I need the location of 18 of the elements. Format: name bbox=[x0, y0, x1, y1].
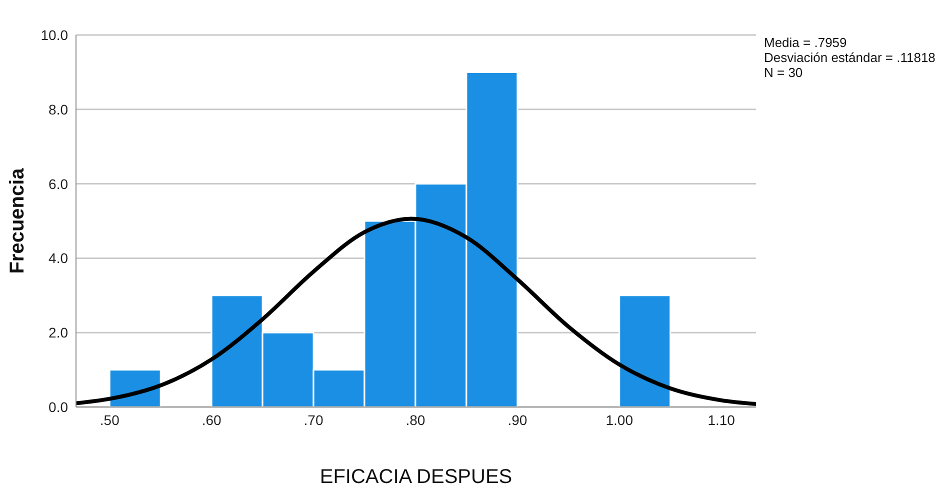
text: N = 30 bbox=[764, 65, 804, 80]
y-tick-label: 8.0 bbox=[48, 101, 68, 118]
x-tick-label: .60 bbox=[202, 412, 222, 428]
y-tick-label: 2.0 bbox=[48, 324, 68, 341]
y-tick-label: 10.0 bbox=[40, 26, 68, 43]
x-tick-label: .80 bbox=[406, 412, 426, 428]
y-tick-label: 0.0 bbox=[48, 398, 68, 415]
x-axis-title: EFICACIA DESPUES bbox=[318, 466, 514, 489]
x-tick-label: 1.00 bbox=[606, 412, 634, 428]
x-tick-label: .90 bbox=[508, 412, 528, 428]
x-tick-label: 1.10 bbox=[708, 412, 736, 428]
text: Media = .7959 bbox=[764, 35, 848, 50]
x-tick-label: .50 bbox=[100, 412, 120, 428]
y-tick-label: 4.0 bbox=[48, 250, 68, 266]
y-axis-title: Frecuencia bbox=[6, 168, 30, 274]
x-tick-label: .70 bbox=[304, 412, 324, 428]
text: Desviación estándar = .11818 bbox=[764, 50, 936, 65]
y-tick-label: 6.0 bbox=[48, 176, 68, 192]
